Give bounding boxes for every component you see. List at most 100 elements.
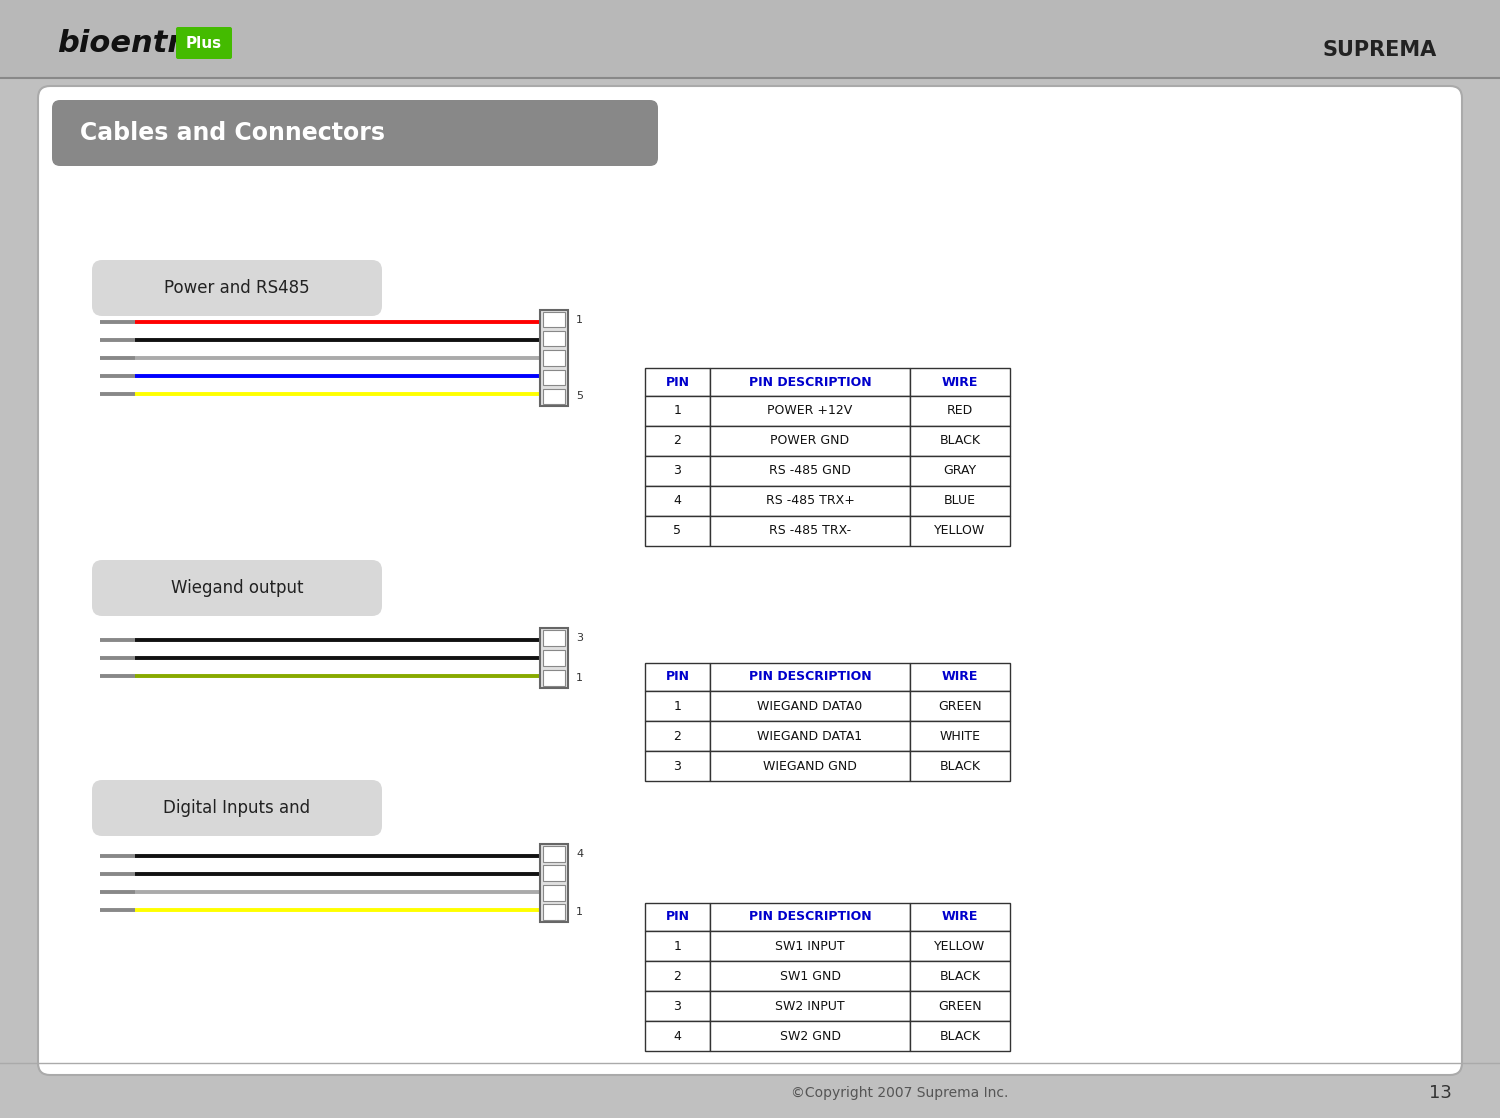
Text: 3: 3 <box>674 999 681 1013</box>
Bar <box>910 368 1010 396</box>
Bar <box>543 331 564 347</box>
Bar <box>543 865 564 881</box>
Bar <box>910 426 1010 456</box>
Bar <box>910 903 1010 931</box>
Text: GREEN: GREEN <box>938 999 982 1013</box>
Text: PIN DESCRIPTION: PIN DESCRIPTION <box>748 910 872 923</box>
Bar <box>710 426 910 456</box>
Text: 5: 5 <box>576 391 584 401</box>
Bar <box>710 368 910 396</box>
Bar <box>910 691 1010 721</box>
Text: 3: 3 <box>576 633 584 643</box>
Bar <box>910 931 1010 961</box>
Text: WIRE: WIRE <box>942 376 978 388</box>
Text: BLUE: BLUE <box>944 494 976 508</box>
Text: 1: 1 <box>674 700 681 712</box>
Bar <box>543 885 564 901</box>
Text: BLACK: BLACK <box>939 969 981 983</box>
Text: 3: 3 <box>674 464 681 477</box>
Text: PIN: PIN <box>666 671 690 683</box>
FancyBboxPatch shape <box>38 86 1462 1076</box>
Bar <box>910 396 1010 426</box>
Bar <box>645 931 710 961</box>
Text: WIEGAND DATA0: WIEGAND DATA0 <box>758 700 862 712</box>
Text: WIRE: WIRE <box>942 910 978 923</box>
Text: SW1 GND: SW1 GND <box>780 969 840 983</box>
Bar <box>540 310 568 406</box>
Text: POWER +12V: POWER +12V <box>768 405 852 417</box>
Text: RS -485 TRX+: RS -485 TRX+ <box>765 494 855 508</box>
Bar <box>910 486 1010 517</box>
Bar <box>543 670 564 686</box>
Text: Digital Inputs and: Digital Inputs and <box>164 799 310 817</box>
Bar <box>540 844 568 922</box>
Bar <box>710 991 910 1021</box>
Bar <box>645 426 710 456</box>
Bar <box>710 961 910 991</box>
Text: 3: 3 <box>674 759 681 773</box>
FancyBboxPatch shape <box>53 100 658 165</box>
Bar <box>543 631 564 646</box>
Text: bioentry: bioentry <box>57 29 202 58</box>
Bar <box>710 663 910 691</box>
Text: WHITE: WHITE <box>939 730 981 742</box>
Bar <box>645 368 710 396</box>
Text: 4: 4 <box>674 494 681 508</box>
Bar <box>910 1021 1010 1051</box>
Text: 2: 2 <box>674 435 681 447</box>
Bar <box>710 691 910 721</box>
Bar <box>645 751 710 781</box>
Text: WIEGAND DATA1: WIEGAND DATA1 <box>758 730 862 742</box>
Bar <box>710 456 910 486</box>
Bar <box>645 663 710 691</box>
Bar <box>0 0 1500 78</box>
Bar <box>910 517 1010 546</box>
Text: POWER GND: POWER GND <box>771 435 849 447</box>
Text: 1: 1 <box>674 939 681 953</box>
Bar <box>543 370 564 385</box>
Text: BLACK: BLACK <box>939 759 981 773</box>
Text: GRAY: GRAY <box>944 464 976 477</box>
Text: 1: 1 <box>576 673 584 683</box>
Text: PIN: PIN <box>666 910 690 923</box>
Text: BLACK: BLACK <box>939 1030 981 1042</box>
Text: 1: 1 <box>576 314 584 324</box>
Text: PIN DESCRIPTION: PIN DESCRIPTION <box>748 671 872 683</box>
Text: WIEGAND GND: WIEGAND GND <box>764 759 856 773</box>
Bar <box>710 751 910 781</box>
Bar <box>645 691 710 721</box>
Bar <box>543 389 564 404</box>
FancyBboxPatch shape <box>92 260 382 316</box>
Text: 2: 2 <box>674 730 681 742</box>
Bar <box>645 396 710 426</box>
Text: PIN: PIN <box>666 376 690 388</box>
Text: 2: 2 <box>674 969 681 983</box>
Bar <box>710 903 910 931</box>
Text: Wiegand output: Wiegand output <box>171 579 303 597</box>
Bar <box>645 721 710 751</box>
Text: SW1 INPUT: SW1 INPUT <box>776 939 844 953</box>
Bar <box>710 517 910 546</box>
Text: BLACK: BLACK <box>939 435 981 447</box>
FancyBboxPatch shape <box>92 560 382 616</box>
Text: SUPREMA: SUPREMA <box>1323 40 1437 60</box>
Text: WIRE: WIRE <box>942 671 978 683</box>
Text: 4: 4 <box>576 849 584 859</box>
Text: Power and RS485: Power and RS485 <box>164 280 310 297</box>
Bar <box>645 1021 710 1051</box>
Text: 1: 1 <box>576 907 584 917</box>
Text: SW2 INPUT: SW2 INPUT <box>776 999 844 1013</box>
Text: RS -485 TRX-: RS -485 TRX- <box>770 524 850 538</box>
Text: PIN DESCRIPTION: PIN DESCRIPTION <box>748 376 872 388</box>
Bar <box>910 961 1010 991</box>
Bar <box>910 663 1010 691</box>
Bar <box>543 350 564 366</box>
Text: 1: 1 <box>674 405 681 417</box>
Text: 5: 5 <box>674 524 681 538</box>
Text: RS -485 GND: RS -485 GND <box>770 464 850 477</box>
Bar <box>0 1063 1500 1118</box>
Bar <box>543 904 564 920</box>
Bar <box>710 396 910 426</box>
Bar <box>910 456 1010 486</box>
Text: SW2 GND: SW2 GND <box>780 1030 840 1042</box>
